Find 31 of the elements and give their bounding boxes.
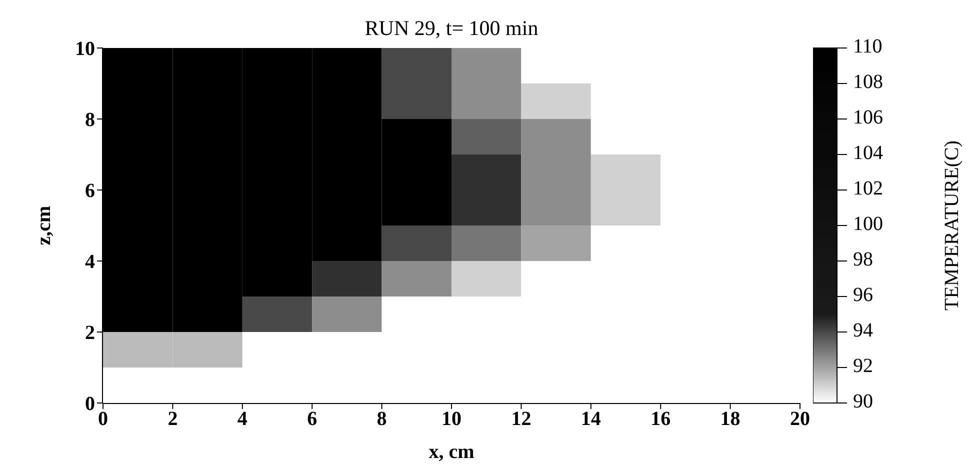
color-bar-label: 94 (853, 320, 873, 342)
color-bar-label: 108 (853, 71, 883, 94)
color-bar-title: TEMPERATURE(C) (941, 140, 963, 310)
color-bar-label: 104 (853, 142, 883, 164)
color-bar-label: 92 (853, 355, 873, 378)
y-tick-label: 6 (85, 180, 95, 202)
color-bar-label: 96 (853, 284, 873, 306)
x-tick-label: 18 (720, 408, 740, 430)
chart-title: RUN 29, t= 100 min (364, 16, 540, 41)
color-bar-label: 90 (853, 390, 873, 413)
x-tick-label: 6 (307, 408, 318, 430)
x-tick-label: 14 (580, 408, 601, 430)
x-axis-title: x, cm (428, 441, 475, 463)
y-tick-label: 0 (85, 393, 95, 416)
color-bar-label: 100 (853, 213, 883, 236)
y-axis-title: z,cm (33, 205, 56, 246)
x-tick-label: 4 (237, 408, 248, 430)
x-tick-label: 16 (650, 408, 671, 430)
color-bar-label: 102 (853, 178, 883, 200)
x-tick-label: 20 (790, 408, 810, 430)
y-tick-label: 4 (85, 251, 95, 274)
x-tick-label: 10 (442, 408, 462, 430)
color-bar-label: 106 (853, 106, 883, 129)
x-tick-label: 8 (376, 408, 387, 430)
y-tick-label: 8 (85, 109, 95, 132)
y-tick-label: 2 (85, 322, 95, 344)
x-tick-label: 2 (168, 408, 178, 430)
color-bar-label: 98 (853, 248, 873, 271)
x-tick-label: 12 (511, 408, 532, 430)
color-bar-label: 110 (853, 36, 882, 58)
y-tick-label: 10 (75, 38, 95, 60)
